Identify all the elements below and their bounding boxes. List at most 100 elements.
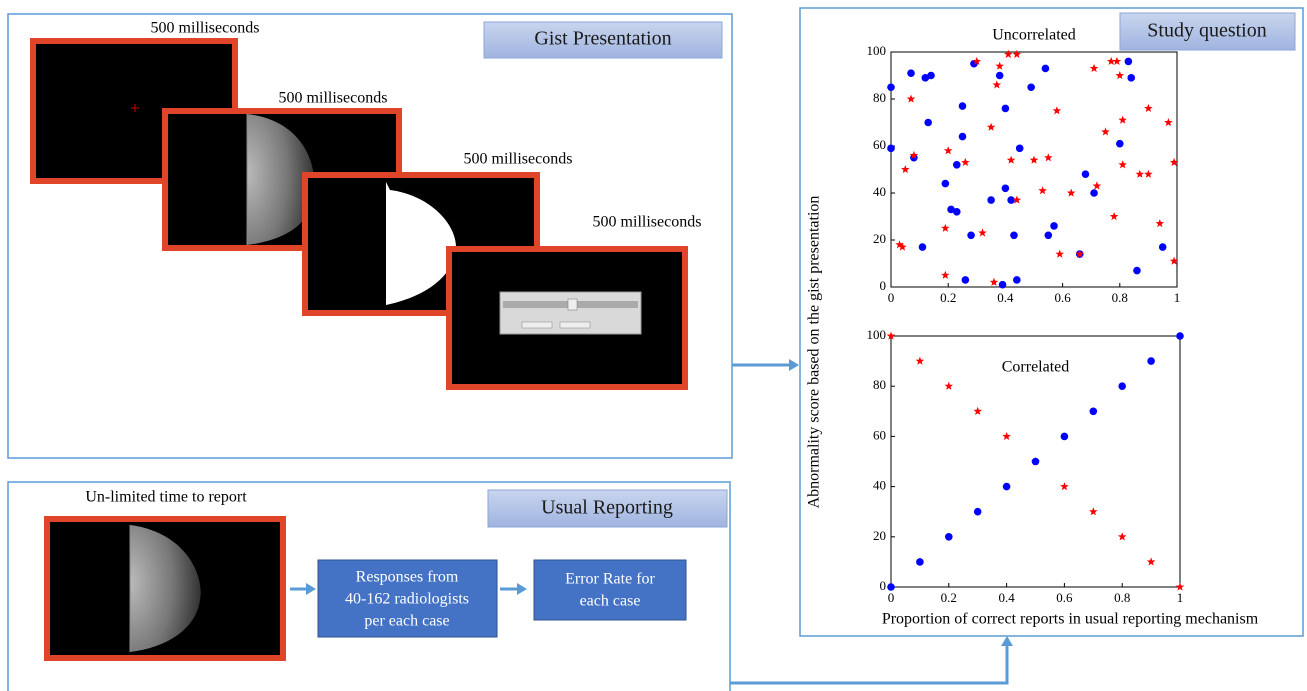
point [967,231,975,240]
point [887,83,895,92]
point [1001,184,1010,193]
point [1060,432,1069,441]
point [1092,181,1102,190]
point [1118,382,1126,391]
point [1052,106,1062,115]
point [941,223,950,232]
point [915,356,925,365]
frame-4 [446,246,688,390]
x-tick-label: 0.8 [1114,590,1130,605]
y-tick-label: 0 [880,578,887,593]
frame-label: 500 milliseconds [593,214,702,231]
study-panel [799,7,1304,637]
y-tick-label: 40 [873,478,886,493]
title-box [1119,12,1296,51]
y-tick-label: 0 [880,278,887,293]
point [1144,103,1153,112]
point [898,242,907,251]
point [1002,431,1011,440]
point [1075,249,1084,258]
point [1013,276,1021,284]
x-tick-label: 0.6 [1054,290,1071,305]
point [1135,169,1145,178]
point [1006,155,1016,164]
charts: Uncorrelated 0 0.2 0.4 0.6 0.8 1 0 20 40 60 80 100 Co… [867,27,1185,605]
gist-panel [7,13,733,459]
frame-label: 500 milliseconds [279,90,388,107]
point [886,331,896,340]
chart-title: Uncorrelated [992,27,1076,44]
y-tick-label: 60 [873,427,886,442]
point [1109,212,1119,221]
point [1147,357,1155,365]
point [924,118,932,127]
point [901,165,910,174]
point [1041,64,1050,73]
point [1038,186,1047,195]
point [1055,249,1064,258]
point [1155,219,1165,228]
point [1124,57,1133,66]
point [1090,189,1098,197]
point [906,94,916,103]
error-text: each case [580,593,641,610]
frame-label: Un-limited time to report [85,489,247,506]
x-tick-label: 1 [1177,590,1184,605]
y-tick-label: 100 [867,327,887,342]
frame-usual [44,516,286,661]
x-tick-label: 0.4 [998,590,1015,605]
point [995,71,1004,80]
point [1089,407,1098,416]
x-tick-label: 0.6 [1056,590,1073,605]
point [1031,457,1040,466]
point [1010,231,1018,240]
point [998,280,1007,289]
point [1089,63,1099,73]
responses-text: 40-162 radiologists [345,591,469,608]
y-tick-label: 80 [873,90,886,105]
x-tick-label: 0.4 [997,290,1014,305]
point [1169,157,1179,167]
point [1144,169,1153,178]
point [989,277,999,286]
point [907,69,915,77]
y-tick-label: 40 [873,184,886,199]
x-tick-label: 0 [888,290,895,305]
point [987,196,995,204]
point [918,243,927,251]
arrows [290,359,1013,685]
x-tick-label: 1 [1174,290,1181,305]
point [995,61,1004,70]
study-title: Study question [1147,20,1266,42]
point [958,102,967,110]
point [916,558,924,566]
point [1044,153,1053,162]
y-axis-label: Abnormality score based on the gist pres… [806,196,823,509]
point [1118,160,1127,169]
point [1127,74,1136,82]
point [1133,266,1141,275]
point [1158,243,1167,251]
point [1089,507,1098,516]
title-box [483,21,723,59]
point [887,583,895,591]
point [943,146,953,155]
point [947,205,955,214]
x-tick-label: 0.2 [941,590,957,605]
point [1001,104,1010,113]
point [1012,195,1022,204]
point [1007,196,1015,204]
y-tick-label: 60 [873,137,886,152]
point [992,80,1002,89]
usual-panel [7,481,731,691]
chart-title: Correlated [1002,359,1070,376]
point [1146,557,1156,566]
y-tick-label: 20 [873,231,886,246]
point [945,533,953,541]
point [1176,332,1184,340]
point [909,150,919,159]
point [1015,144,1024,153]
point [1004,49,1013,58]
y-tick-label: 20 [873,528,886,543]
point [944,381,954,390]
